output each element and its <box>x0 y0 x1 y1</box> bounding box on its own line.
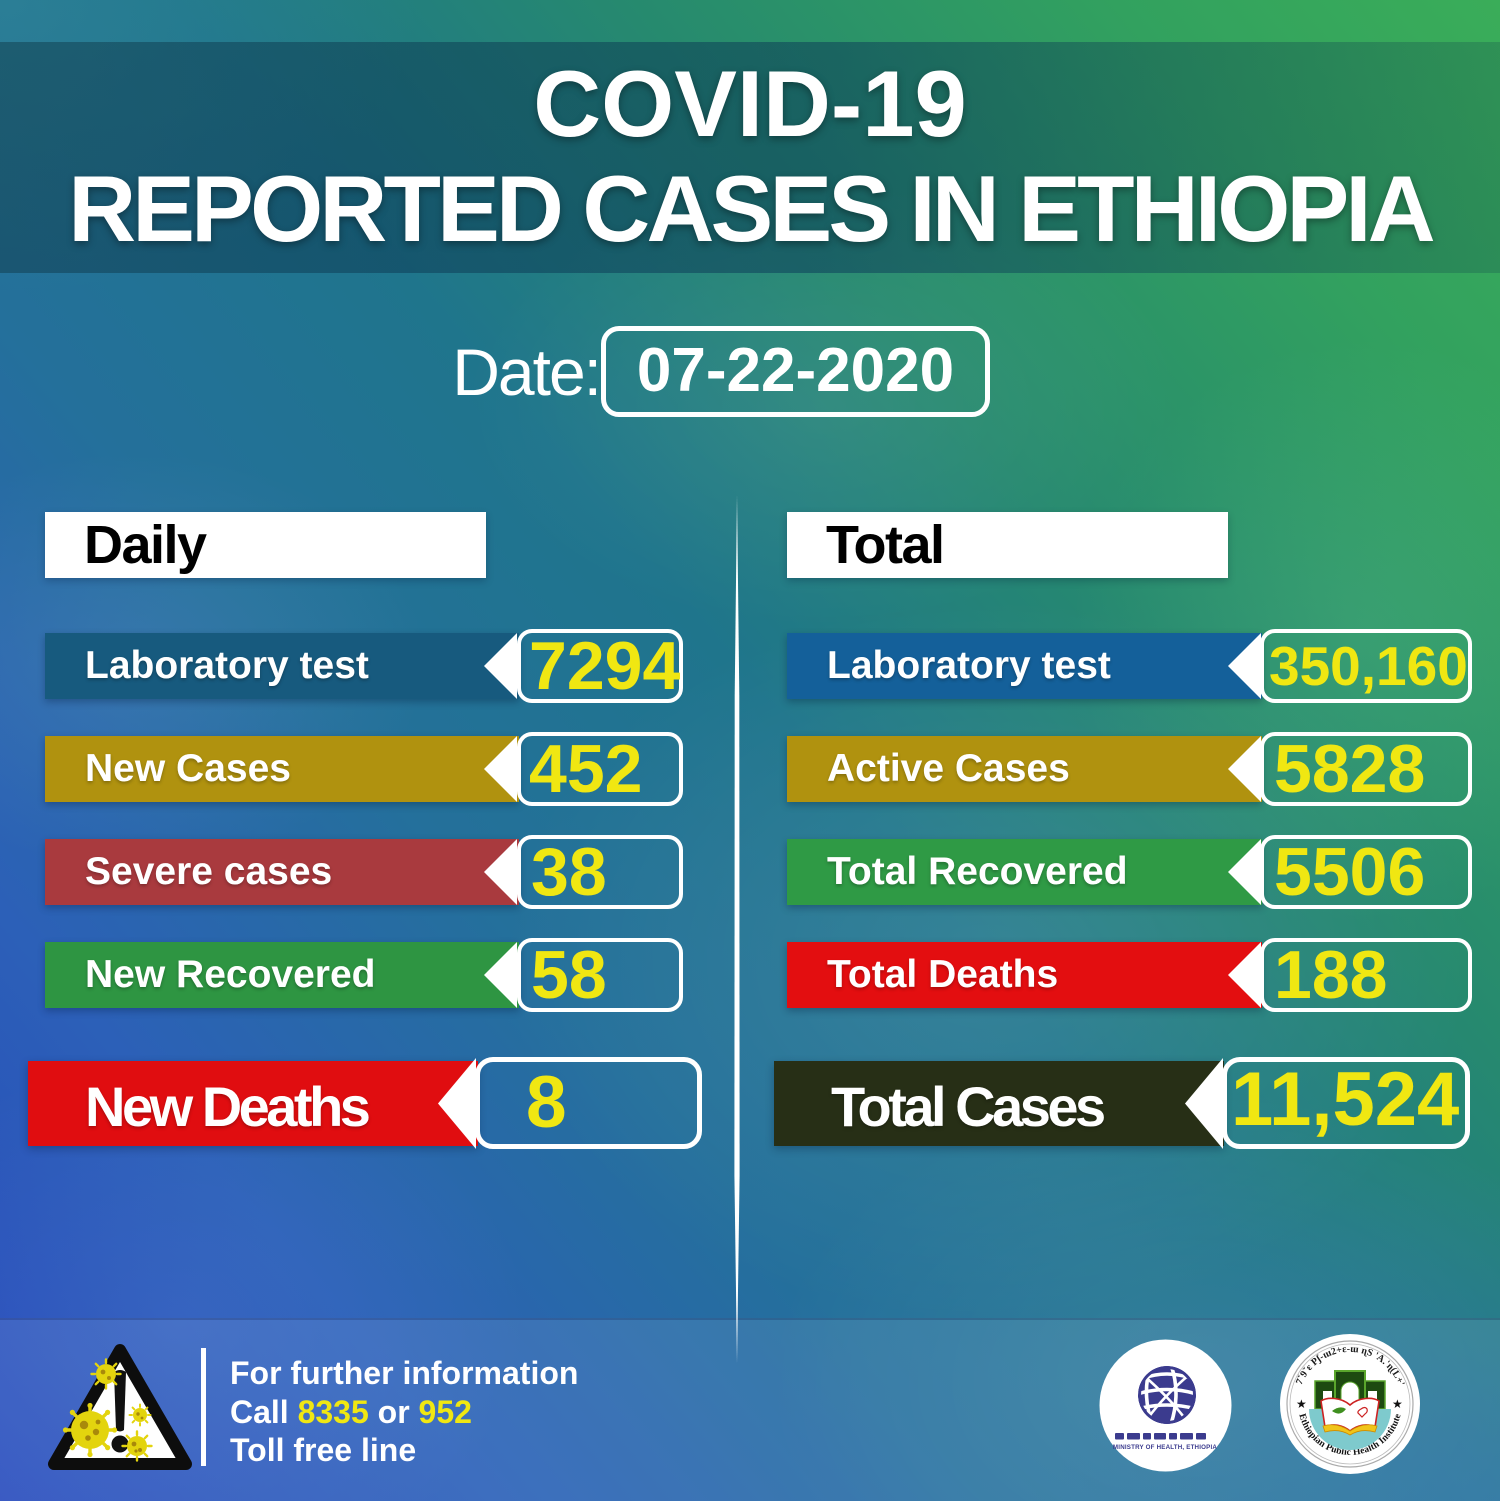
svg-text:★: ★ <box>1296 1397 1307 1411</box>
svg-text:★: ★ <box>1392 1397 1403 1411</box>
svg-text:MINISTRY OF HEALTH, ETHIOPIA: MINISTRY OF HEALTH, ETHIOPIA <box>1113 1444 1217 1451</box>
